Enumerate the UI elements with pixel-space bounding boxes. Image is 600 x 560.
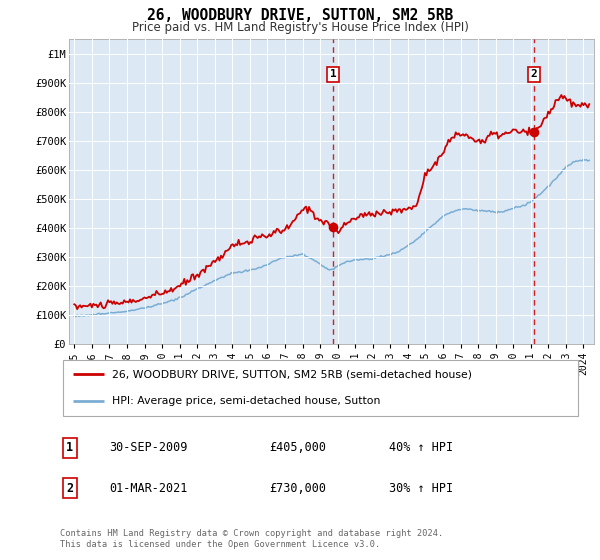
Text: 26, WOODBURY DRIVE, SUTTON, SM2 5RB: 26, WOODBURY DRIVE, SUTTON, SM2 5RB [147, 8, 453, 24]
Text: 1: 1 [330, 69, 337, 79]
Text: Price paid vs. HM Land Registry's House Price Index (HPI): Price paid vs. HM Land Registry's House … [131, 21, 469, 34]
Text: Contains HM Land Registry data © Crown copyright and database right 2024.
This d: Contains HM Land Registry data © Crown c… [60, 529, 443, 549]
Text: £405,000: £405,000 [269, 441, 326, 454]
Text: 01-MAR-2021: 01-MAR-2021 [110, 482, 188, 494]
Text: 30-SEP-2009: 30-SEP-2009 [110, 441, 188, 454]
Text: 30% ↑ HPI: 30% ↑ HPI [389, 482, 453, 494]
Text: £730,000: £730,000 [269, 482, 326, 494]
Text: HPI: Average price, semi-detached house, Sutton: HPI: Average price, semi-detached house,… [112, 396, 380, 407]
Text: 26, WOODBURY DRIVE, SUTTON, SM2 5RB (semi-detached house): 26, WOODBURY DRIVE, SUTTON, SM2 5RB (sem… [112, 369, 472, 379]
Text: 2: 2 [530, 69, 537, 79]
Text: 2: 2 [66, 482, 73, 494]
FancyBboxPatch shape [62, 360, 578, 416]
Text: 1: 1 [66, 441, 73, 454]
Text: 40% ↑ HPI: 40% ↑ HPI [389, 441, 453, 454]
